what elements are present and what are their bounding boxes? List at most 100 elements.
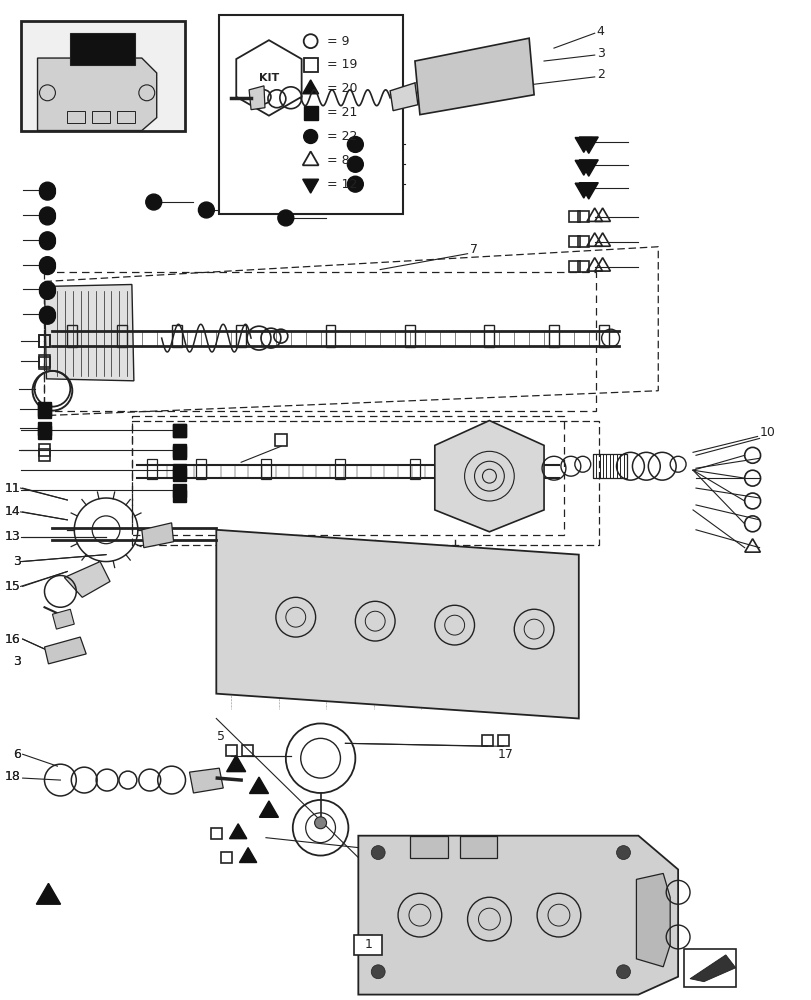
Text: = 19: = 19	[326, 58, 357, 71]
Circle shape	[40, 209, 55, 225]
Bar	[38, 335, 50, 347]
Text: 15: 15	[5, 580, 20, 593]
Polygon shape	[249, 777, 268, 793]
Bar	[569, 236, 580, 247]
Bar	[173, 468, 186, 481]
Bar	[37, 402, 51, 416]
Bar	[410, 459, 419, 479]
Text: 2: 2	[596, 68, 604, 81]
Text: = 9: = 9	[326, 35, 349, 48]
Bar	[221, 852, 231, 863]
Circle shape	[40, 282, 55, 297]
Polygon shape	[45, 284, 134, 381]
Bar	[260, 459, 271, 479]
Bar	[38, 355, 50, 367]
Text: 3: 3	[596, 47, 604, 60]
Polygon shape	[574, 183, 592, 198]
Polygon shape	[64, 562, 110, 597]
Text: 3: 3	[13, 655, 20, 668]
Circle shape	[347, 137, 363, 152]
Polygon shape	[578, 183, 598, 199]
Bar	[236, 325, 246, 347]
Polygon shape	[249, 86, 264, 110]
Bar	[410, 836, 447, 858]
Bar	[569, 211, 580, 222]
Bar	[38, 357, 50, 369]
Bar	[37, 422, 51, 435]
Bar	[173, 490, 186, 502]
Bar	[71, 33, 135, 65]
Polygon shape	[230, 824, 247, 839]
Text: 16: 16	[5, 633, 20, 646]
Circle shape	[40, 184, 55, 200]
Polygon shape	[260, 801, 278, 817]
Text: 6: 6	[13, 748, 20, 761]
Bar	[354, 935, 382, 955]
Polygon shape	[389, 83, 418, 111]
Bar	[325, 325, 335, 347]
Text: = 8: = 8	[326, 154, 349, 167]
Text: 3: 3	[13, 555, 20, 568]
Circle shape	[40, 259, 55, 275]
Bar	[171, 325, 182, 347]
Bar	[38, 444, 50, 456]
Text: 13: 13	[5, 530, 20, 543]
Text: 13: 13	[5, 530, 20, 543]
Circle shape	[146, 194, 161, 210]
Circle shape	[371, 965, 384, 979]
Polygon shape	[37, 58, 157, 131]
Polygon shape	[574, 137, 592, 152]
Polygon shape	[189, 768, 223, 793]
Text: 10: 10	[758, 426, 775, 439]
Bar	[173, 444, 186, 457]
Circle shape	[198, 202, 214, 218]
Bar	[592, 454, 627, 478]
Polygon shape	[358, 836, 677, 995]
Circle shape	[40, 308, 55, 324]
Bar	[173, 464, 186, 477]
Circle shape	[40, 234, 55, 250]
Bar	[67, 111, 85, 123]
Bar	[529, 459, 539, 479]
Text: = 21: = 21	[326, 106, 357, 119]
Bar	[303, 58, 317, 72]
Polygon shape	[578, 160, 598, 176]
Bar	[196, 459, 206, 479]
Bar	[577, 236, 589, 247]
Bar	[335, 459, 345, 479]
Polygon shape	[574, 160, 592, 175]
Text: 7: 7	[469, 243, 477, 256]
Text: KIT: KIT	[259, 73, 279, 83]
Circle shape	[40, 207, 55, 223]
Text: = 12: = 12	[326, 178, 357, 191]
Bar	[459, 836, 497, 858]
Text: 1: 1	[364, 938, 371, 951]
Polygon shape	[36, 883, 61, 904]
Circle shape	[40, 182, 55, 198]
Bar	[405, 325, 414, 347]
Bar	[577, 211, 589, 222]
Bar	[173, 446, 186, 459]
Bar	[117, 325, 127, 347]
Bar	[242, 745, 252, 756]
Text: 5: 5	[217, 730, 225, 743]
Circle shape	[347, 176, 363, 192]
Text: = 20: = 20	[326, 82, 357, 95]
Text: 4: 4	[596, 25, 604, 38]
Polygon shape	[303, 80, 318, 94]
Bar	[219, 15, 402, 214]
Polygon shape	[689, 955, 735, 982]
Bar	[683, 949, 735, 987]
Circle shape	[40, 232, 55, 248]
Text: 14: 14	[5, 505, 20, 518]
Text: 18: 18	[5, 770, 20, 783]
Bar	[225, 745, 236, 756]
Polygon shape	[303, 179, 318, 193]
Polygon shape	[216, 530, 578, 718]
Bar	[474, 459, 484, 479]
Circle shape	[314, 817, 326, 829]
Polygon shape	[226, 755, 246, 772]
Bar	[92, 111, 110, 123]
Bar	[67, 325, 77, 347]
Bar	[20, 21, 184, 131]
